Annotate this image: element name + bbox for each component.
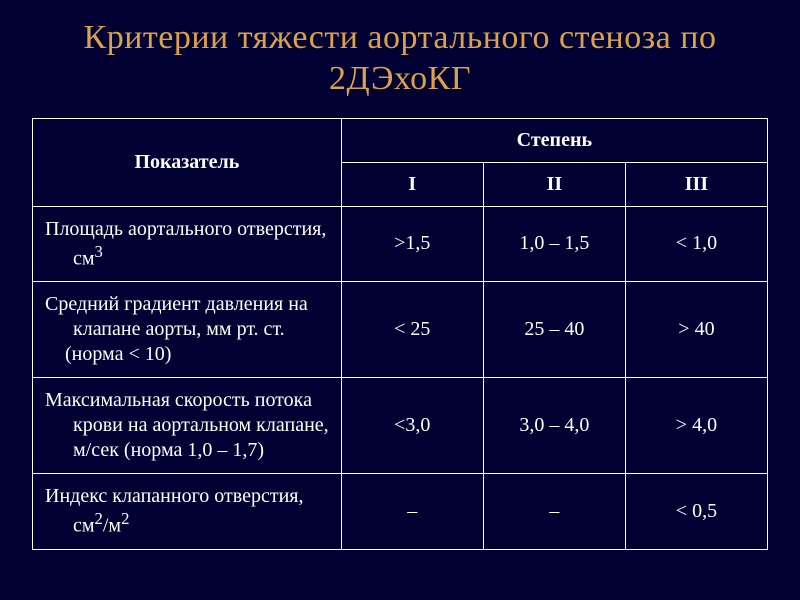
param-text: Максимальная скорость bbox=[45, 389, 250, 411]
header-level-3: III bbox=[625, 162, 767, 206]
value-cell: >1,5 bbox=[341, 206, 483, 282]
table-row: Индекс клапанного отверстия, см2/м2 – – … bbox=[33, 474, 768, 550]
param-text: Индекс клапанного bbox=[45, 485, 209, 507]
param-text: аортальном клапане, bbox=[152, 414, 328, 436]
param-text: Площадь аортального bbox=[45, 218, 232, 240]
value-cell: 1,0 – 1,5 bbox=[483, 206, 625, 282]
value-cell: < 25 bbox=[341, 282, 483, 378]
header-parameter: Показатель bbox=[33, 118, 342, 206]
value-cell: 25 – 40 bbox=[483, 282, 625, 378]
param-text: аорты, мм рт. ст. bbox=[145, 318, 284, 340]
criteria-table: Показатель Степень I II III Площадь аорт… bbox=[32, 118, 768, 550]
param-note: (норма < 10) bbox=[45, 342, 329, 367]
unit-exponent: 3 bbox=[95, 242, 103, 261]
value-cell: > 40 bbox=[625, 282, 767, 378]
header-degree: Степень bbox=[341, 118, 767, 162]
slide: Критерии тяжести аортального стеноза по … bbox=[0, 0, 800, 600]
unit-exponent: 2 bbox=[121, 509, 129, 528]
value-cell: < 0,5 bbox=[625, 474, 767, 550]
table-row: Площадь аортального отверстия, см3 >1,5 … bbox=[33, 206, 768, 282]
param-cell: Площадь аортального отверстия, см3 bbox=[33, 206, 342, 282]
table-row: Средний градиент давления на клапане аор… bbox=[33, 282, 768, 378]
header-level-2: II bbox=[483, 162, 625, 206]
value-cell: – bbox=[483, 474, 625, 550]
value-cell: > 4,0 bbox=[625, 378, 767, 474]
param-text: Средний градиент bbox=[45, 293, 201, 315]
table-header-row-1: Показатель Степень bbox=[33, 118, 768, 162]
param-text: м/сек (норма 1,0 – 1,7) bbox=[73, 439, 264, 461]
param-cell: Индекс клапанного отверстия, см2/м2 bbox=[33, 474, 342, 550]
value-cell: – bbox=[341, 474, 483, 550]
page-title: Критерии тяжести аортального стеноза по … bbox=[32, 18, 768, 100]
value-cell: < 1,0 bbox=[625, 206, 767, 282]
param-cell: Средний градиент давления на клапане аор… bbox=[33, 282, 342, 378]
param-text: /м bbox=[103, 515, 121, 537]
unit-exponent: 2 bbox=[95, 509, 103, 528]
value-cell: <3,0 bbox=[341, 378, 483, 474]
table-row: Максимальная скорость потока крови на ао… bbox=[33, 378, 768, 474]
header-level-1: I bbox=[341, 162, 483, 206]
param-cell: Максимальная скорость потока крови на ао… bbox=[33, 378, 342, 474]
value-cell: 3,0 – 4,0 bbox=[483, 378, 625, 474]
